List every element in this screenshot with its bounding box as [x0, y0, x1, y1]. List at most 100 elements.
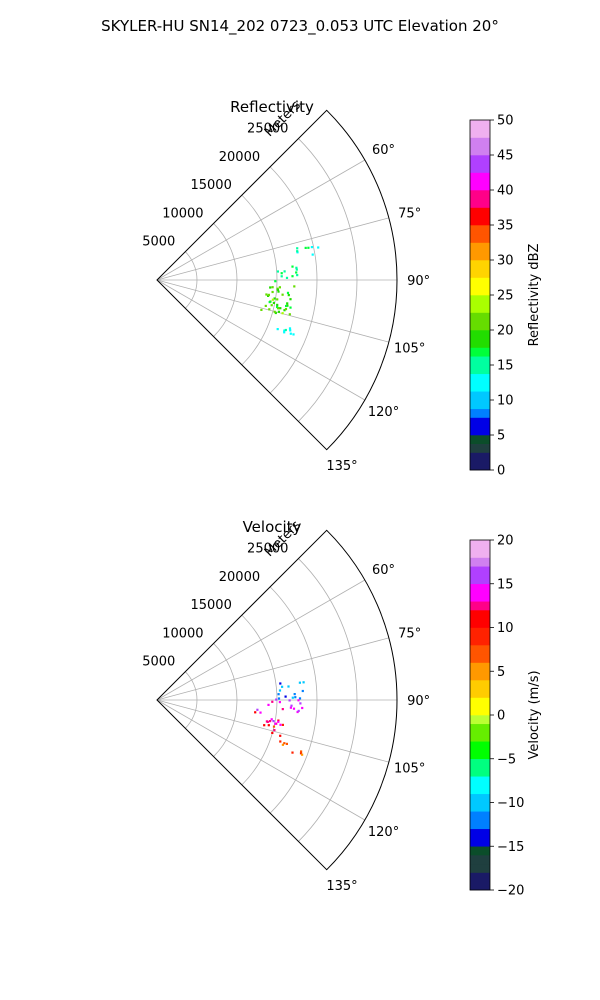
echo-gate — [260, 308, 263, 311]
echo-gate — [295, 266, 298, 269]
echo-gate — [273, 297, 276, 300]
echo-gate — [284, 308, 288, 311]
colorbar-segment — [470, 793, 490, 803]
azimuth-gridline — [156, 699, 389, 763]
colorbar-segment — [470, 575, 490, 585]
colorbar-segment — [470, 540, 490, 550]
colorbar-segment — [470, 820, 490, 830]
colorbar-tick-label: 40 — [497, 184, 514, 199]
colorbar-segment — [470, 233, 490, 243]
r-tick-label: 25000 — [247, 542, 288, 557]
colorbar-segment — [470, 242, 490, 252]
theta-tick-label: 120° — [368, 405, 399, 420]
colorbar-segment — [470, 688, 490, 698]
colorbar-segment — [470, 723, 490, 733]
sector-outline — [156, 109, 398, 451]
echo-gate — [283, 742, 286, 745]
echo-gate — [276, 298, 279, 301]
colorbar-segment — [470, 741, 490, 751]
azimuth-gridline — [156, 217, 389, 281]
figure-suptitle: SKYLER-HU SN14_202 0723_0.053 UTC Elevat… — [101, 17, 499, 36]
echo-gate — [270, 718, 273, 721]
colorbar-segment — [470, 653, 490, 663]
echo-gate — [278, 689, 282, 692]
echo-gate — [268, 301, 271, 304]
echo-gate — [301, 689, 304, 693]
echo-gate — [259, 711, 262, 714]
r-tick-label: 25000 — [247, 122, 288, 137]
colorbar-label: Velocity (m/s) — [527, 670, 542, 759]
echo-gate — [291, 265, 294, 268]
colorbar-tick-label: 30 — [497, 254, 514, 269]
colorbar-segment — [470, 391, 490, 401]
echo-gate — [263, 724, 266, 727]
echo-gate — [274, 722, 277, 725]
echo-gate — [269, 720, 272, 723]
colorbar-segment — [470, 163, 490, 173]
colorbar-tick-label: −5 — [497, 752, 516, 767]
colorbar-segment — [470, 776, 490, 786]
colorbar-segment — [470, 417, 490, 427]
echo-gate — [287, 294, 290, 297]
colorbar-segment — [470, 855, 490, 865]
colorbar: −20 −15 −10 −5 0 5 10 15 20 Velocity (m/s) — [469, 534, 542, 899]
echo-gate — [279, 740, 282, 743]
colorbar-segment — [470, 286, 490, 296]
colorbar-segment — [470, 120, 490, 130]
colorbar-segment — [470, 662, 490, 672]
echo-gate — [279, 682, 282, 685]
theta-tick-label: 135° — [326, 879, 357, 894]
echo-gate — [300, 750, 303, 753]
echo-gate — [285, 304, 288, 308]
echo-gate — [281, 293, 284, 296]
r-tick-label: 10000 — [162, 206, 203, 221]
echo-gate — [288, 699, 291, 702]
echo-gate — [289, 298, 292, 301]
colorbar-tick-label: 0 — [497, 709, 505, 724]
echo-gate — [276, 328, 279, 331]
r-tick-label: 15000 — [190, 598, 231, 613]
colorbar-segment — [470, 251, 490, 261]
colorbar-segment — [470, 758, 490, 768]
echo-gate — [292, 707, 296, 710]
echo-gate — [271, 286, 274, 289]
colorbar-segment — [470, 321, 490, 331]
echo-gate — [281, 708, 284, 711]
colorbar-segment — [470, 706, 490, 716]
colorbar-segment — [470, 155, 490, 165]
theta-tick-label: 135° — [326, 459, 357, 474]
echo-gate — [297, 709, 300, 712]
colorbar-tick-label: 25 — [497, 289, 514, 304]
colorbar-segment — [470, 732, 490, 742]
echo-gate — [277, 310, 280, 313]
echo-gate — [288, 327, 292, 330]
colorbar-label: Reflectivity dBZ — [527, 244, 542, 347]
echo-gate — [302, 681, 305, 684]
echo-gate — [272, 725, 276, 728]
reflectivity-panel: Reflectivity500010000150002000025000Mete… — [142, 98, 542, 479]
echo-gate — [283, 309, 286, 312]
echo-field — [254, 681, 305, 756]
echo-gate — [298, 697, 302, 700]
echo-gate — [266, 720, 269, 723]
colorbar-segment — [470, 207, 490, 217]
azimuth-gridline — [156, 699, 366, 821]
echo-gate — [280, 275, 283, 278]
echo-gate — [276, 288, 279, 291]
echo-gate — [270, 304, 273, 307]
echo-gate — [280, 272, 283, 275]
echo-gate — [267, 724, 270, 727]
theta-tick-label: 75° — [398, 206, 421, 221]
colorbar: 0 5 10 15 20 25 30 35 40 45 50 Reflectivity dBZ — [469, 114, 542, 479]
echo-gate — [277, 720, 280, 723]
theta-tick-label: 90° — [407, 694, 430, 709]
echo-gate — [286, 304, 289, 307]
colorbar-segment — [470, 382, 490, 392]
colorbar-segment — [470, 715, 490, 725]
echo-gate — [264, 304, 267, 307]
colorbar-tick-label: −15 — [497, 840, 524, 855]
colorbar-segment — [470, 181, 490, 191]
colorbar-segment — [470, 330, 490, 340]
colorbar-segment — [470, 443, 490, 453]
echo-gate — [304, 246, 307, 249]
